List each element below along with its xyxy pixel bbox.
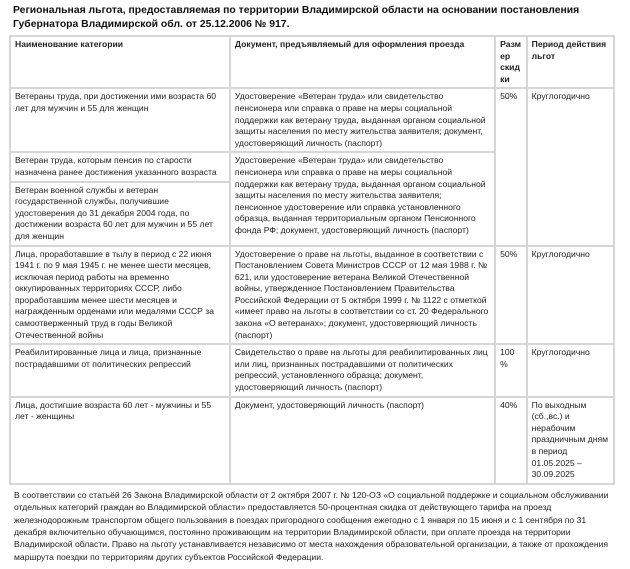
category-cell: Лица, проработавшие в тылу в период с 22…	[9, 244, 231, 346]
page-title: Региональная льгота, предоставляемая по …	[13, 5, 580, 30]
period-cell: Круглогодично	[525, 244, 616, 346]
period-cell: Круглогодично	[525, 343, 616, 398]
document-cell: Удостоверение о праве на льготы, выданно…	[228, 244, 497, 346]
category-cell: Ветеран труда, которым пенсия по старост…	[9, 151, 231, 183]
table-row: Реабилитированные лица и лица, признанны…	[9, 343, 616, 398]
table-row: Ветеран труда, которым пенсия по старост…	[9, 151, 614, 247]
period-cell: Круглогодично	[525, 87, 616, 247]
document-cell: Удостоверение «Ветеран труда» или свидет…	[228, 87, 497, 154]
discount-cell: 100%	[494, 343, 528, 398]
header-document: Документ, предъявляемый для оформления п…	[228, 34, 497, 90]
discount-cell: 50%	[494, 87, 528, 247]
header-discount: Размер скидки	[494, 34, 528, 90]
category-cell: Ветеран военной службы и ветеран государ…	[9, 180, 231, 247]
table-row: Лица, достигшие возраста 60 лет - мужчин…	[9, 395, 616, 485]
category-cell: Ветераны труда, при достижении ими возра…	[9, 87, 231, 154]
table-row: Ветеран военной службы и ветеран государ…	[9, 180, 614, 247]
header-category: Наименование категории	[9, 34, 231, 90]
category-cell: Лица, достигшие возраста 60 лет - мужчин…	[9, 395, 231, 485]
period-cell: По выходным (сб.,вс.) и нерабочим праздн…	[525, 395, 616, 485]
discount-cell: 50%	[494, 244, 528, 346]
student-discount-paragraph: В соответствии со статьёй 26 Закона Влад…	[14, 489, 609, 562]
header-period: Период действия льгот	[525, 34, 616, 90]
discount-cell: 40%	[494, 395, 528, 485]
document-cell: Свидетельство о праве на льготы для реаб…	[228, 343, 497, 398]
table-row: Ветераны труда, при достижении ими возра…	[9, 87, 616, 247]
table-row: Лица, проработавшие в тылу в период с 22…	[9, 244, 616, 346]
benefits-table: Наименование категории Документ, предъяв…	[9, 34, 616, 485]
category-cell: Реабилитированные лица и лица, признанны…	[9, 343, 231, 398]
table-header-row: Наименование категории Документ, предъяв…	[9, 34, 616, 90]
document-cell: Документ, удостоверяющий личность (паспо…	[228, 395, 497, 485]
document-cell: Удостоверение «Ветеран труда» или свидет…	[228, 151, 497, 247]
